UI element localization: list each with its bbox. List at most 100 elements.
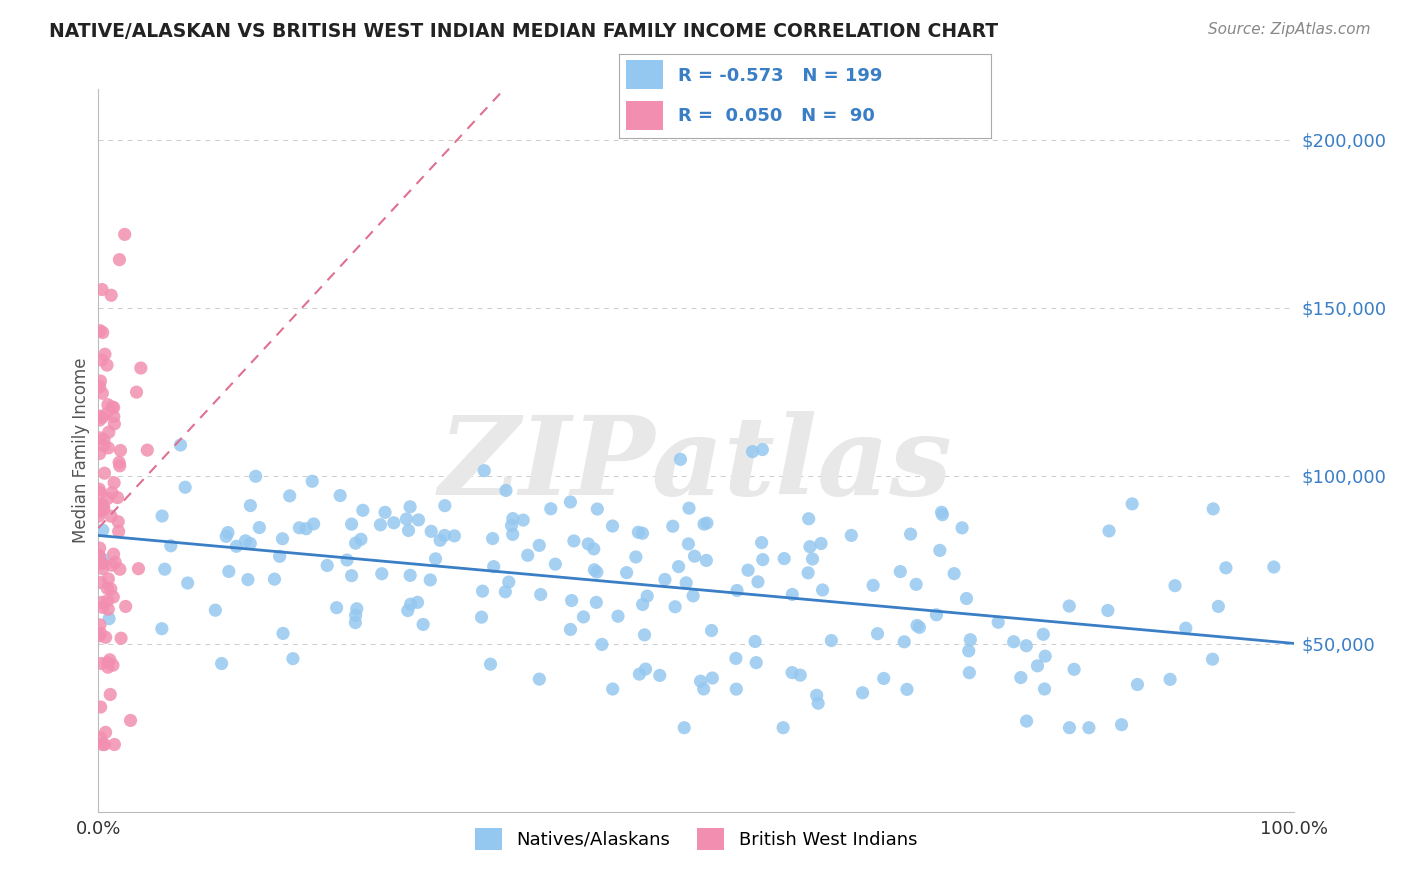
Point [950,521,973,535]
Point [100,509,122,524]
Point [429,533,451,548]
Point [90,353,112,368]
Point [585,595,607,609]
Point [512,513,534,527]
Point [239,536,262,550]
Point [247,520,270,534]
Point [107,491,129,505]
Point [873,672,896,686]
Point [751,552,773,566]
Point [91,523,114,537]
Point [633,628,655,642]
Point [89,446,111,460]
Point [560,495,582,509]
Point [316,558,339,573]
Point [87,550,110,565]
Point [955,591,977,606]
Point [91,562,114,576]
Point [97,491,120,506]
Point [125,385,148,400]
Point [820,633,842,648]
Text: NATIVE/ALASKAN VS BRITISH WEST INDIAN MEDIAN FAMILY INCOME CORRELATION CHART: NATIVE/ALASKAN VS BRITISH WEST INDIAN ME… [49,22,998,41]
Point [101,558,124,573]
Point [1063,662,1085,676]
Point [103,547,125,561]
Point [114,599,136,614]
Point [90,700,112,714]
Point [346,601,368,615]
Point [443,529,465,543]
Point [1111,717,1133,731]
Point [957,665,980,680]
Point [169,438,191,452]
Point [107,524,129,539]
Point [239,499,262,513]
Point [87,549,110,563]
Point [797,512,820,526]
Point [419,573,441,587]
Point [91,552,114,566]
Point [344,615,367,630]
Point [91,410,114,425]
Point [344,536,367,550]
Point [91,497,114,511]
Point [114,227,136,242]
Point [98,612,121,626]
Point [702,671,724,685]
Point [344,608,367,623]
Point [562,533,585,548]
Point [425,551,447,566]
Point [103,738,125,752]
Point [433,499,456,513]
Point [108,455,131,469]
Point [669,452,692,467]
Point [129,361,152,376]
Point [406,595,429,609]
Point [586,502,609,516]
Point [1126,677,1149,691]
Point [110,631,132,645]
Point [498,575,520,590]
Point [470,610,492,624]
Point [269,549,291,564]
Point [693,517,716,532]
Point [281,651,304,665]
Point [89,409,111,424]
Point [108,458,131,473]
Point [928,543,950,558]
Point [931,508,953,522]
Point [96,407,118,421]
Point [127,562,149,576]
Point [96,358,118,372]
Point [725,583,748,598]
Point [412,617,434,632]
Point [616,566,638,580]
Point [582,541,605,556]
Point [501,518,523,533]
Point [103,475,125,490]
Point [100,288,122,302]
Point [336,553,359,567]
Point [866,626,889,640]
Point [89,541,111,555]
Point [301,475,323,489]
Point [540,501,562,516]
Point [236,573,259,587]
Point [925,607,948,622]
Point [502,527,524,541]
Point [87,629,110,643]
Point [136,443,159,458]
Point [797,566,820,580]
Point [91,386,114,401]
Point [211,657,233,671]
Point [862,578,884,592]
Point [943,566,966,581]
Point [806,689,828,703]
Point [799,540,821,554]
Point [108,252,131,267]
Point [288,521,311,535]
Point [91,600,114,615]
Point [94,725,117,739]
Point [751,442,773,457]
Point [839,528,862,542]
